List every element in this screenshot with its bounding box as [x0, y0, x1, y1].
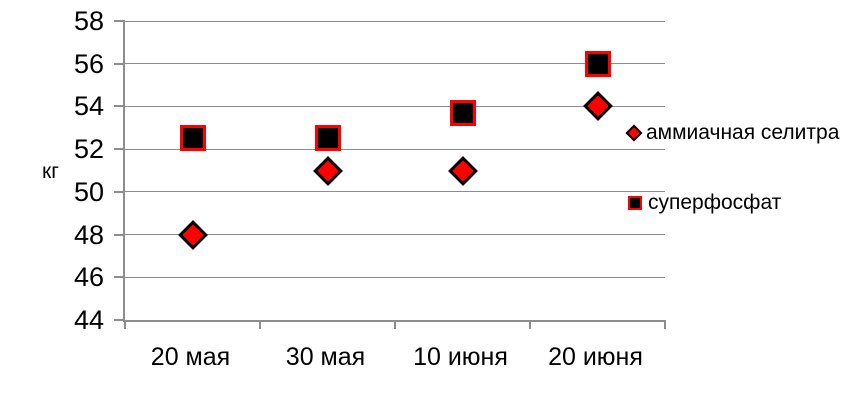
diamond-legend-icon	[625, 124, 643, 142]
y-axis-tick	[114, 62, 125, 65]
x-axis-tick	[124, 320, 126, 329]
x-axis-tick	[259, 320, 261, 329]
y-tick-label: 56	[73, 48, 104, 79]
plot-area	[114, 20, 666, 329]
gridline	[125, 20, 665, 22]
y-axis-title: кг	[42, 160, 59, 183]
x-tick-label: 20 июня	[548, 343, 643, 371]
x-tick-label: 20 мая	[150, 343, 231, 371]
y-axis-tick	[114, 105, 125, 108]
square-marker[interactable]	[449, 99, 476, 126]
square-marker[interactable]	[584, 50, 611, 77]
y-tick-label: 52	[73, 134, 104, 165]
legend-item-square[interactable]: суперфосфат	[628, 190, 781, 216]
square-marker[interactable]	[179, 125, 206, 152]
y-axis-tick	[114, 276, 125, 279]
y-tick-label: 58	[73, 6, 104, 36]
x-tick-label: 10 июня	[413, 343, 508, 371]
x-axis-tick	[529, 320, 531, 329]
x-axis-tick	[664, 320, 666, 329]
gridline	[125, 63, 665, 65]
x-tick-label: 30 мая	[285, 343, 366, 371]
y-tick-label: 44	[73, 305, 104, 335]
gridline	[125, 276, 665, 278]
y-axis-tick	[114, 190, 125, 193]
legend-label: суперфосфат	[648, 191, 782, 214]
legend-item-diamond[interactable]: аммиачная селитра	[625, 120, 840, 146]
diamond-marker[interactable]	[582, 91, 613, 122]
x-axis-tick	[394, 320, 396, 329]
y-axis-tick	[114, 319, 125, 321]
diamond-marker[interactable]	[312, 155, 343, 186]
gridline	[125, 105, 665, 107]
diamond-marker[interactable]	[177, 219, 208, 250]
y-tick-label: 54	[73, 91, 104, 122]
y-axis-tick	[114, 233, 125, 236]
diamond-marker[interactable]	[447, 155, 478, 186]
y-axis-tick	[114, 148, 125, 151]
square-legend-icon	[628, 196, 642, 210]
legend-label: аммиачная селитра	[646, 121, 840, 144]
y-axis-tick	[114, 20, 125, 22]
square-marker[interactable]	[314, 125, 341, 152]
y-tick-label: 46	[73, 262, 104, 293]
gridline	[125, 234, 665, 236]
y-tick-label: 48	[73, 219, 104, 250]
y-tick-label: 50	[73, 176, 104, 207]
gridline	[125, 148, 665, 150]
gridline	[125, 191, 665, 193]
